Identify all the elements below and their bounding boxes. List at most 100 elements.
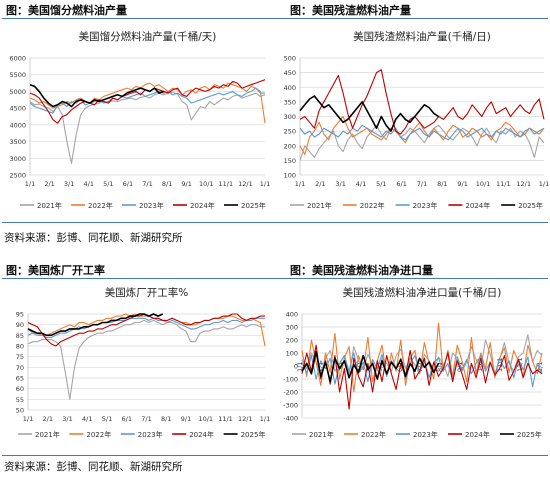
legend-label: 2024年 (189, 430, 214, 439)
y-tick-label: 500 (284, 55, 296, 63)
x-tick-label: 1/1 (296, 362, 304, 372)
x-tick-label: 10/1 (198, 415, 213, 423)
x-tick-label: 9/1 (181, 180, 191, 188)
title-rule (2, 278, 548, 279)
x-tick-label: 8/1 (161, 415, 171, 423)
x-tick-label: 3/1 (335, 180, 345, 188)
y-tick-label: 85 (16, 332, 24, 340)
section-title-refinery-rate: 图：美国炼厂开工率 (6, 264, 105, 277)
y-tick-label: 90 (16, 321, 24, 329)
x-tick-label: 1/1 (260, 415, 270, 423)
chart-residual-imports: 美国残渣燃料油净进口量(千桶/日) -400 -300 -200 -100 0 100 200… (283, 286, 544, 439)
section-title-distillate: 图：美国馏分燃料油产量 (6, 4, 127, 17)
y-tick-label: 200 (284, 142, 296, 150)
x-tick-label: 4/1 (356, 180, 366, 188)
legend-label: 2022年 (361, 430, 386, 439)
y-tick-label: 95 (16, 311, 24, 319)
legend-label: 2024年 (190, 201, 215, 210)
y-tick-label: -400 (283, 415, 298, 423)
x-tick-label: 7/1 (417, 180, 427, 188)
y-tick-label: 100 (286, 350, 298, 358)
title-rule (2, 18, 548, 19)
y-tick-label: 450 (284, 69, 296, 77)
x-tick-label: 1/1 (23, 415, 33, 423)
y-tick-label: 50 (16, 407, 24, 415)
series-line-2025年 (29, 83, 164, 108)
legend-label: 2021年 (35, 430, 60, 439)
legend-label: 2021年 (307, 201, 332, 210)
series-line-2025年 (299, 95, 440, 132)
x-tick-label: 5/1 (376, 180, 386, 188)
x-tick-label: 12/1 (238, 415, 253, 423)
x-tick-label: 1/1 (25, 180, 35, 188)
x-tick-label: 5/1 (102, 415, 112, 423)
series-line-2025年 (301, 350, 440, 383)
y-tick-label: 65 (16, 375, 24, 383)
series-line-2025年 (27, 313, 164, 337)
legend-label: 2022年 (360, 201, 385, 210)
series-line-2022年 (301, 322, 543, 393)
series-line-2023年 (299, 124, 545, 141)
legend-label: 2023年 (139, 201, 164, 210)
source-note: 资料来源：彭博、同花顺、新湖研究所 (4, 461, 183, 473)
legend-label: 2022年 (86, 430, 111, 439)
y-tick-label: 6000 (9, 55, 26, 63)
y-tick-label: 5500 (9, 71, 26, 79)
y-tick-label: 400 (284, 84, 296, 92)
legend-label: 2025年 (241, 430, 266, 439)
legend-label: 2024年 (465, 430, 490, 439)
chart-title: 美国炼厂开工率% (105, 286, 188, 299)
y-tick-label: 300 (284, 113, 296, 121)
legend-label: 2025年 (241, 201, 266, 210)
series-line-2023年 (27, 317, 265, 339)
legend-label: 2023年 (413, 201, 438, 210)
chart-title: 美国残渣燃料油净进口量(千桶/日) (343, 286, 502, 299)
y-tick-label: 150 (284, 157, 296, 165)
x-tick-label: 8/1 (437, 180, 447, 188)
x-tick-label: 11/1 (496, 180, 511, 188)
legend-label: 2025年 (518, 201, 543, 210)
x-tick-label: 12/1 (238, 180, 253, 188)
x-tick-label: 6/1 (122, 415, 132, 423)
series-line-2023年 (29, 87, 265, 114)
y-tick-label: 250 (284, 128, 296, 136)
y-tick-label: 70 (16, 364, 24, 372)
y-tick-label: -300 (283, 402, 298, 410)
x-tick-label: 2/1 (316, 362, 324, 372)
chart-title: 美国残渣燃料油产量(千桶/日) (353, 30, 491, 43)
x-tick-label: 7/1 (416, 362, 424, 372)
source-rule (2, 222, 548, 223)
y-tick-label: 60 (16, 385, 24, 393)
x-tick-label: 3/1 (62, 415, 72, 423)
legend-label: 2021年 (37, 201, 62, 210)
legend-label: 2021年 (309, 430, 334, 439)
x-tick-label: 1/1 (539, 180, 549, 188)
y-tick-label: 75 (16, 353, 24, 361)
series-line-2021年 (27, 319, 265, 400)
x-tick-label: 1/1 (536, 362, 544, 372)
x-tick-label: 10/1 (199, 180, 214, 188)
series-line-2024年 (29, 79, 266, 124)
x-tick-label: 2/1 (43, 415, 53, 423)
y-tick-label: 2500 (9, 172, 26, 180)
series-line-2021年 (29, 91, 266, 164)
y-tick-label: 200 (286, 337, 298, 345)
series-line-2022年 (27, 313, 266, 347)
x-tick-label: 7/1 (142, 180, 152, 188)
y-tick-label: -100 (283, 376, 298, 384)
x-tick-label: 1/1 (295, 180, 305, 188)
y-tick-label: 4000 (9, 121, 26, 129)
x-tick-label: 9/1 (181, 415, 191, 423)
x-tick-label: 1/1 (260, 180, 270, 188)
legend-label: 2025年 (517, 430, 542, 439)
y-tick-label: 400 (286, 311, 298, 319)
x-tick-label: 3/1 (64, 180, 74, 188)
x-tick-label: 8/1 (436, 362, 444, 372)
chart-title: 美国馏分燃料油产量(千桶/天) (79, 30, 217, 43)
section-title-residual-output: 图：美国残渣燃料油产量 (290, 4, 411, 17)
section-title-residual-imports: 图：美国残渣燃料油净进口量 (290, 264, 433, 277)
chart-refinery-rate: 美国炼厂开工率% 50 55 60 65 70 75 80 85 90 95 1/1 2/1 3/1 4/1… (16, 286, 271, 439)
x-tick-label: 7/1 (141, 415, 151, 423)
y-tick-label: 3000 (9, 155, 26, 163)
x-tick-label: 11/1 (496, 357, 504, 372)
